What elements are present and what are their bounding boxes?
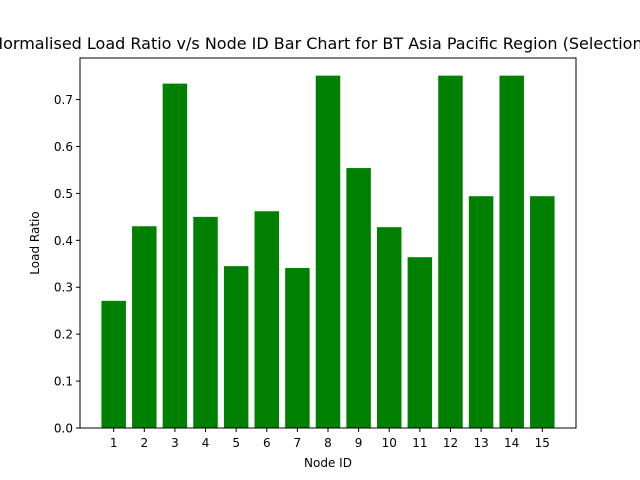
x-tick-label: 10 [382,436,397,450]
x-axis-ticks: 1 2 3 4 5 6 7 8 9 10 11 12 13 14 15 [110,428,550,450]
bar-node-11 [407,257,433,428]
x-tick-label: 15 [535,436,550,450]
y-tick-label: 0.6 [54,140,73,154]
bar-node-1 [101,300,126,428]
bar-node-10 [376,227,402,428]
bar-node-7 [285,268,310,428]
bar-node-5 [223,266,249,428]
bar-node-3 [162,83,188,429]
x-axis-label: Node ID [304,456,352,470]
bar-node-14 [499,75,524,428]
x-tick-label: 4 [202,436,210,450]
y-tick-label: 0.7 [54,93,73,107]
x-tick-label: 9 [355,436,363,450]
bar-node-4 [193,216,218,428]
y-tick-label: 0.3 [54,281,73,295]
bar-node-6 [254,211,280,428]
x-tick-label: 12 [443,436,458,450]
x-tick-label: 13 [473,436,488,450]
y-axis-ticks: 0.0 0.1 0.2 0.3 0.4 0.5 0.6 0.7 [54,93,80,436]
y-tick-label: 0.0 [54,422,73,436]
bar-node-13 [468,196,494,428]
x-tick-label: 8 [324,436,332,450]
bar-node-12 [438,75,463,428]
bar-node-8 [315,75,341,428]
x-tick-label: 2 [140,436,148,450]
x-tick-label: 14 [504,436,519,450]
y-tick-label: 0.2 [54,328,73,342]
x-tick-label: 7 [294,436,302,450]
y-tick-label: 0.4 [54,234,73,248]
bar-node-15 [530,196,555,428]
x-tick-label: 11 [412,436,427,450]
x-tick-label: 6 [263,436,271,450]
x-tick-label: 5 [232,436,240,450]
x-tick-label: 3 [171,436,179,450]
x-tick-label: 1 [110,436,118,450]
bar-node-9 [346,168,371,428]
bar-node-2 [132,226,157,428]
y-tick-label: 0.1 [54,375,73,389]
y-axis-label: Load Ratio [28,211,42,274]
chart-title: Normalised Load Ratio v/s Node ID Bar Ch… [0,34,640,53]
bars-group [101,75,555,429]
y-tick-label: 0.5 [54,187,73,201]
